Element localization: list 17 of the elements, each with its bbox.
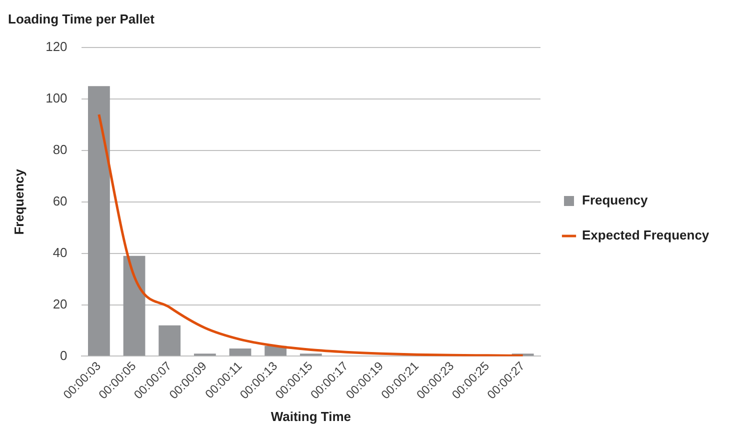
x-axis-title: Waiting Time (270, 408, 351, 424)
y-tick-label: 120 (46, 39, 68, 54)
line-series (98, 113, 524, 356)
y-axis-title: Frequency (11, 168, 26, 235)
y-tick-label: 100 (46, 90, 68, 106)
y-tick-label: 80 (52, 142, 68, 158)
bar (158, 325, 181, 356)
y-tick-label: 20 (52, 296, 68, 312)
legend-label: Frequency (582, 192, 649, 208)
chart-title: Loading Time per Pallet (8, 11, 156, 26)
y-tick-label: 0 (60, 348, 68, 363)
bar (229, 348, 252, 356)
legend-label: Expected Frequency (582, 228, 710, 243)
y-tick-label: 60 (52, 193, 68, 208)
y-tick-label: 40 (52, 244, 68, 260)
bar (88, 86, 110, 356)
bar (123, 256, 146, 356)
